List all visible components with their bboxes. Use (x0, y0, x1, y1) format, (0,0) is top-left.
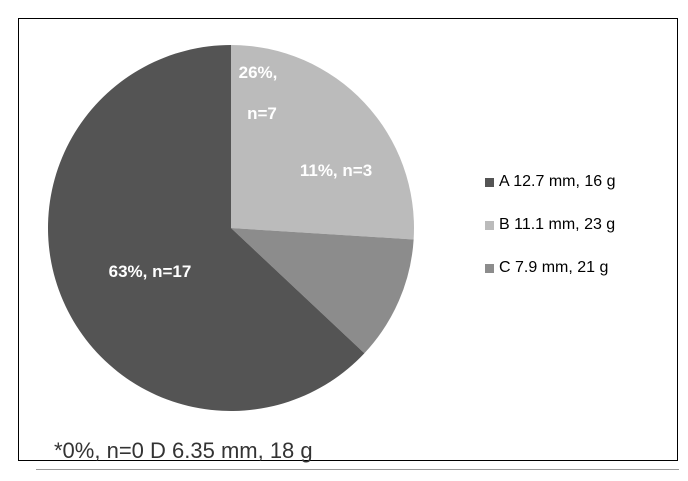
slice-label-a: 63%, n=17 (109, 262, 192, 281)
slice-label-b-line1: 26%, (239, 63, 278, 82)
pie-slice-c (231, 228, 414, 354)
footnote: *0%, n=0 D 6.35 mm, 18 g (54, 438, 313, 463)
legend: A 12.7 mm, 16 g B 11.1 mm, 23 g C 7.9 mm… (485, 171, 616, 300)
legend-item-a: A 12.7 mm, 16 g (485, 171, 616, 193)
legend-item-c: C 7.9 mm, 21 g (485, 257, 616, 279)
legend-label-a: A 12.7 mm, 16 g (499, 173, 616, 190)
legend-label-c: C 7.9 mm, 21 g (499, 259, 609, 276)
legend-label-b: B 11.1 mm, 23 g (499, 216, 616, 233)
slice-label-c: 11%, n=3 (300, 161, 372, 180)
slice-label-b-line2: n=7 (247, 104, 277, 123)
bottom-divider (36, 469, 679, 470)
legend-swatch-c (485, 263, 494, 273)
pie-slice-b (231, 45, 415, 240)
legend-item-b: B 11.1 mm, 23 g (485, 214, 616, 236)
pie-slice-a (47, 44, 365, 412)
legend-swatch-a (485, 177, 494, 187)
legend-swatch-b (485, 220, 494, 230)
